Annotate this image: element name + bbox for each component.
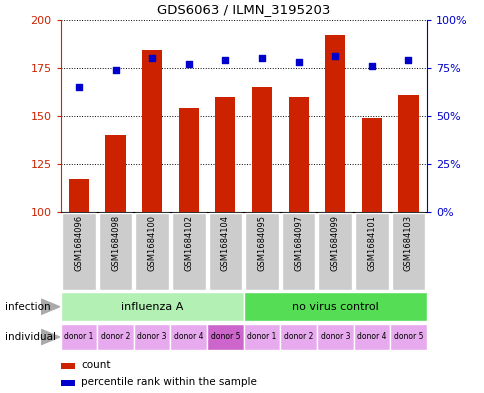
Text: GSM1684104: GSM1684104 (220, 215, 229, 270)
Title: GDS6063 / ILMN_3195203: GDS6063 / ILMN_3195203 (157, 3, 330, 16)
Bar (215, 97, 235, 212)
Text: donor 2: donor 2 (283, 332, 313, 342)
Point (404, 57, 411, 63)
Text: GSM1684100: GSM1684100 (147, 215, 156, 270)
Bar (389, 324, 426, 350)
Point (367, 63, 375, 69)
Bar (243, 292, 426, 321)
Text: donor 3: donor 3 (137, 332, 166, 342)
Text: no virus control: no virus control (291, 302, 378, 312)
FancyBboxPatch shape (208, 213, 242, 290)
Polygon shape (41, 299, 60, 314)
Bar (251, 87, 272, 212)
FancyBboxPatch shape (318, 213, 351, 290)
Text: individual: individual (5, 332, 56, 342)
Bar (97, 324, 134, 350)
Bar (178, 108, 198, 212)
Bar (105, 135, 125, 212)
Text: donor 5: donor 5 (393, 332, 423, 342)
Text: GSM1684101: GSM1684101 (366, 215, 376, 270)
Bar (142, 50, 162, 212)
Bar (353, 324, 389, 350)
Point (184, 61, 192, 67)
Bar (60, 324, 97, 350)
Text: donor 1: donor 1 (64, 332, 93, 342)
Point (148, 55, 156, 61)
Bar (170, 324, 207, 350)
Text: donor 4: donor 4 (356, 332, 386, 342)
Text: GSM1684102: GSM1684102 (184, 215, 193, 270)
Bar (288, 97, 308, 212)
Bar (60, 380, 75, 386)
FancyBboxPatch shape (135, 213, 168, 290)
Point (221, 57, 229, 63)
Point (331, 53, 338, 59)
Bar (60, 363, 75, 369)
Bar (324, 35, 345, 212)
Bar (207, 324, 243, 350)
Bar (60, 292, 243, 321)
Bar (317, 324, 353, 350)
Text: influenza A: influenza A (121, 302, 183, 312)
Bar (134, 324, 170, 350)
Text: percentile rank within the sample: percentile rank within the sample (81, 377, 257, 387)
Bar (280, 324, 317, 350)
Text: GSM1684096: GSM1684096 (74, 215, 83, 271)
FancyBboxPatch shape (354, 213, 388, 290)
Point (257, 55, 265, 61)
Text: GSM1684103: GSM1684103 (403, 215, 412, 271)
Bar (397, 95, 418, 212)
Bar (69, 180, 89, 212)
Bar (243, 324, 280, 350)
Text: donor 5: donor 5 (210, 332, 240, 342)
Bar (361, 118, 381, 212)
Text: infection: infection (5, 302, 50, 312)
Text: donor 2: donor 2 (101, 332, 130, 342)
Text: donor 3: donor 3 (320, 332, 349, 342)
FancyBboxPatch shape (62, 213, 95, 290)
Point (111, 66, 119, 73)
FancyBboxPatch shape (99, 213, 132, 290)
FancyBboxPatch shape (281, 213, 315, 290)
Text: GSM1684095: GSM1684095 (257, 215, 266, 270)
Text: donor 4: donor 4 (174, 332, 203, 342)
Text: GSM1684098: GSM1684098 (111, 215, 120, 271)
Point (294, 59, 302, 65)
Point (75, 84, 83, 90)
Text: donor 1: donor 1 (247, 332, 276, 342)
Polygon shape (41, 329, 60, 345)
Text: count: count (81, 360, 110, 370)
FancyBboxPatch shape (172, 213, 205, 290)
Text: GSM1684099: GSM1684099 (330, 215, 339, 270)
FancyBboxPatch shape (391, 213, 424, 290)
FancyBboxPatch shape (245, 213, 278, 290)
Text: GSM1684097: GSM1684097 (293, 215, 302, 271)
